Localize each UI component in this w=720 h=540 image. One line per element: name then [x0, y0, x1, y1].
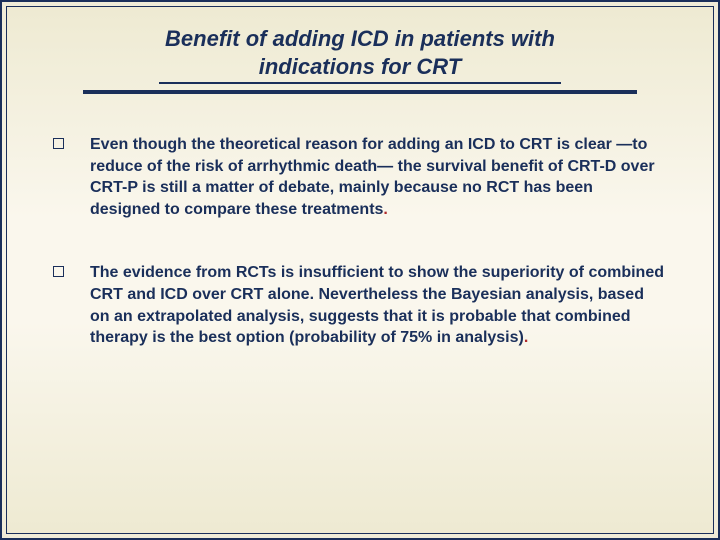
list-item: Even though the theoretical reason for a…: [53, 134, 667, 220]
square-bullet-icon: [53, 266, 64, 277]
bullet-text: Even though the theoretical reason for a…: [90, 134, 667, 220]
slide-inner-frame: Benefit of adding ICD in patients with i…: [6, 6, 714, 534]
slide-title: Benefit of adding ICD in patients with i…: [159, 25, 561, 84]
content-area: Even though the theoretical reason for a…: [43, 100, 677, 349]
bullet-period: .: [524, 329, 528, 346]
title-underline-rule: [83, 90, 637, 94]
title-block: Benefit of adding ICD in patients with i…: [43, 25, 677, 94]
square-bullet-icon: [53, 138, 64, 149]
title-line-1: Benefit of adding ICD in patients with: [165, 26, 555, 51]
list-item: The evidence from RCTs is insufficient t…: [53, 262, 667, 348]
bullet-body: Even though the theoretical reason for a…: [90, 136, 655, 218]
bullet-text: The evidence from RCTs is insufficient t…: [90, 262, 667, 348]
bullet-period: .: [383, 201, 387, 218]
title-line-2: indications for CRT: [259, 54, 462, 79]
bullet-body: The evidence from RCTs is insufficient t…: [90, 264, 664, 346]
slide-outer-frame: Benefit of adding ICD in patients with i…: [0, 0, 720, 540]
